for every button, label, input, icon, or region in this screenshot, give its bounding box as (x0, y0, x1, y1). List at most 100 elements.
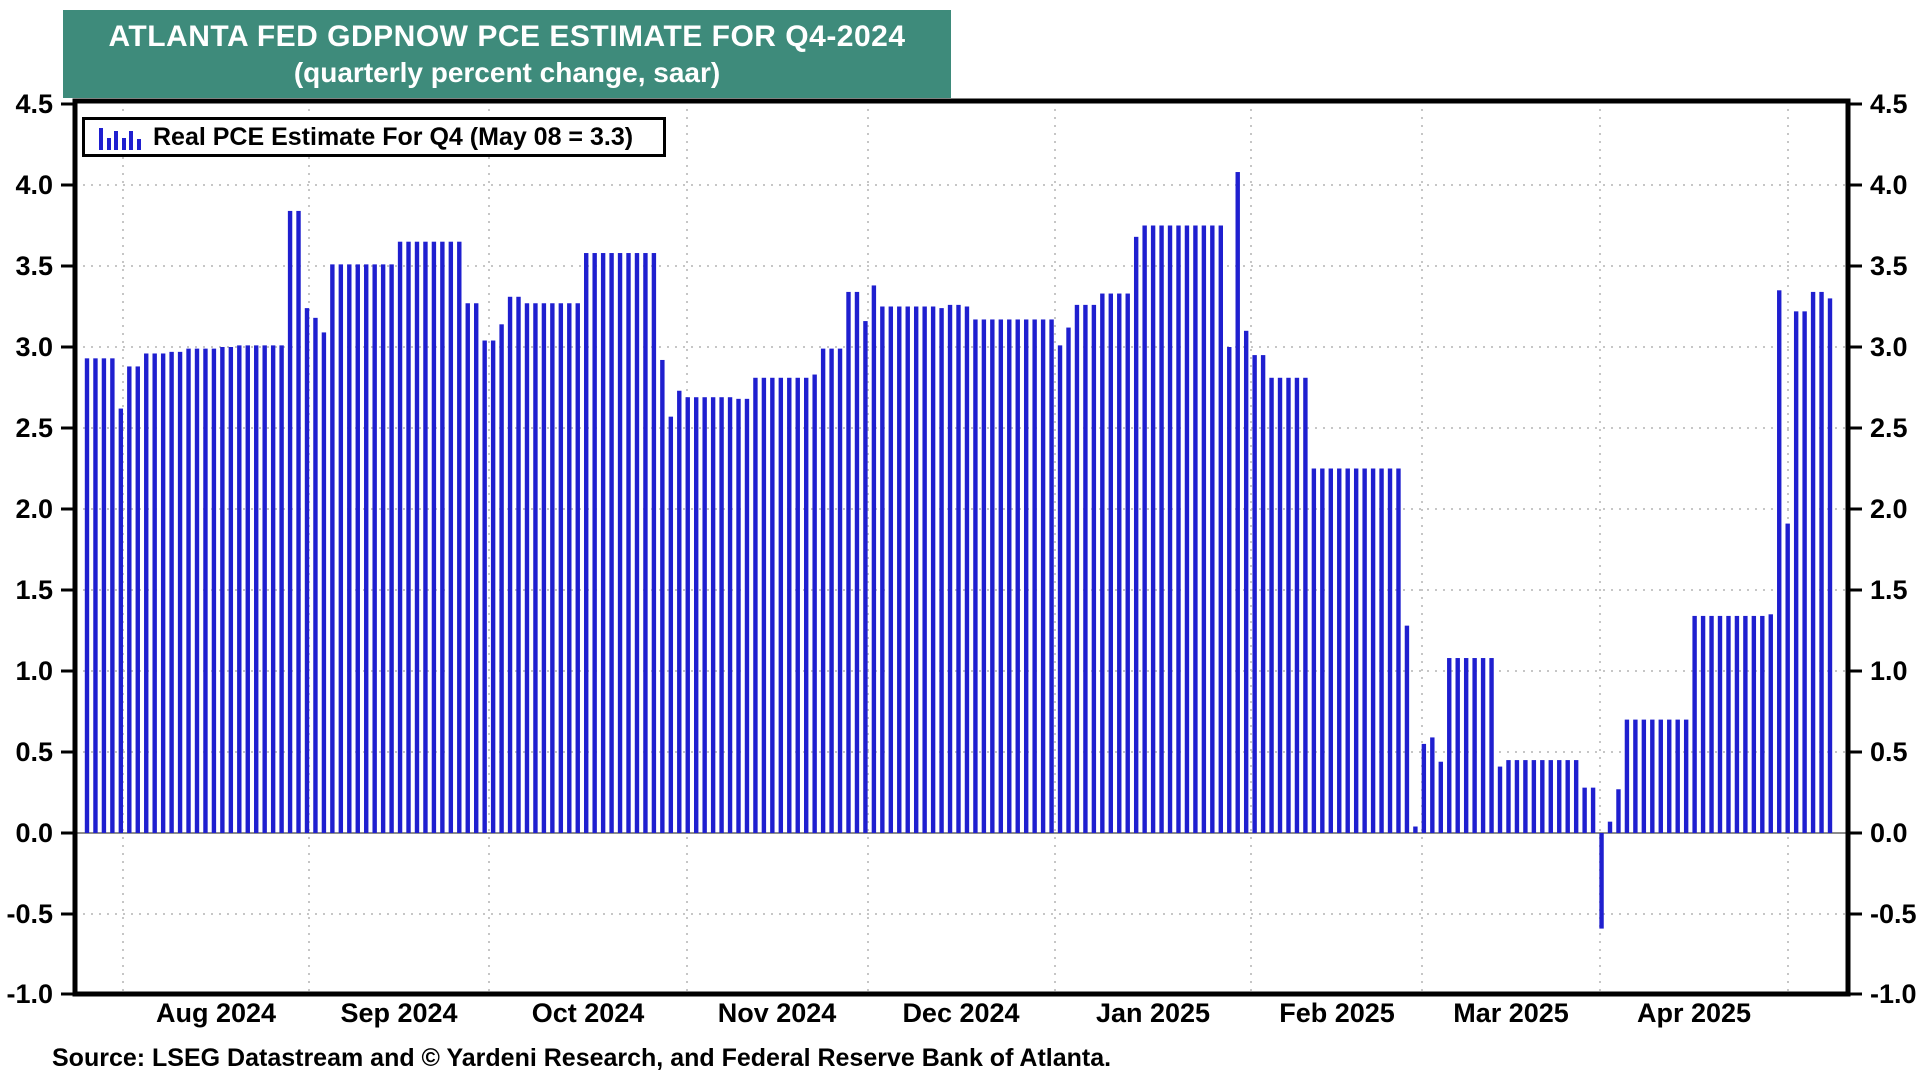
data-bar (956, 304, 961, 833)
data-bar (169, 351, 174, 833)
data-bar (431, 241, 437, 833)
data-bar (152, 353, 157, 833)
data-bar (778, 377, 784, 833)
x-tick-label: Nov 2024 (718, 998, 837, 1028)
data-bar (1463, 658, 1469, 833)
data-bar (482, 340, 487, 833)
data-bar (804, 377, 809, 833)
data-bar (406, 241, 411, 833)
data-bar (558, 303, 564, 833)
legend-icon-bar (137, 139, 141, 150)
data-bar (457, 241, 462, 833)
data-bar (1337, 468, 1342, 833)
data-bar (863, 321, 868, 833)
data-bar (1091, 304, 1097, 833)
data-bar (1379, 468, 1384, 833)
data-bar (787, 377, 792, 833)
data-bar (761, 377, 767, 833)
data-bar (355, 264, 360, 833)
data-bar (1438, 761, 1443, 833)
data-bar (389, 264, 394, 833)
data-bar (846, 291, 851, 833)
data-bar (1675, 719, 1680, 833)
data-bar (1032, 319, 1037, 834)
data-bar (1320, 468, 1325, 833)
data-bar (1819, 291, 1824, 833)
data-bar (1447, 658, 1452, 833)
legend-icon-bar (107, 138, 111, 150)
data-bar (1582, 787, 1587, 833)
data-bar (1683, 719, 1689, 833)
legend-icon-bar (99, 128, 103, 150)
data-bar (1421, 743, 1427, 833)
legend-icon-bar (122, 138, 126, 150)
data-bar (144, 353, 149, 833)
data-bar (93, 358, 98, 833)
y-tick-label-right: 3.0 (1870, 332, 1908, 362)
data-bar (795, 377, 800, 833)
data-bar (127, 366, 132, 833)
data-bar (1624, 719, 1630, 833)
data-bar (1133, 236, 1139, 834)
data-bar (364, 264, 369, 833)
data-bar (685, 397, 690, 833)
data-bar (1743, 615, 1748, 833)
data-bar (423, 241, 428, 833)
y-tick-label-left: 4.5 (15, 89, 53, 119)
data-bar (897, 306, 902, 833)
data-bar (1557, 760, 1562, 833)
data-bar (1201, 225, 1207, 833)
data-bar (1599, 833, 1604, 929)
data-bar (524, 303, 530, 833)
data-bar (1404, 625, 1410, 833)
data-bar (1590, 787, 1596, 833)
data-bar (1641, 719, 1647, 833)
data-bar (1650, 719, 1655, 833)
data-bar (1565, 760, 1570, 833)
y-tick-label-left: -0.5 (6, 899, 53, 929)
data-bar (1015, 319, 1020, 834)
data-bar (1117, 293, 1122, 833)
data-bar (1100, 293, 1105, 833)
data-bar (871, 285, 877, 833)
data-bar (1514, 760, 1520, 833)
data-bar (1176, 225, 1181, 833)
data-bar (888, 306, 894, 833)
data-bar (550, 303, 555, 833)
data-bar (1455, 658, 1460, 833)
data-bar (1396, 468, 1401, 833)
data-bar (397, 241, 403, 833)
data-bar (1049, 319, 1054, 834)
data-bar (1785, 523, 1790, 833)
chart-title: ATLANTA FED GDPNOW PCE ESTIMATE FOR Q4-2… (108, 19, 906, 53)
data-bar (990, 319, 995, 834)
data-bar (1286, 377, 1291, 833)
y-tick-label-left: 0.5 (15, 737, 53, 767)
data-bar (753, 377, 758, 833)
data-bar (1108, 293, 1113, 833)
data-bar (913, 306, 919, 833)
y-tick-label-right: 0.5 (1870, 737, 1908, 767)
data-bar (710, 397, 716, 833)
data-bar (1573, 760, 1579, 833)
data-bar (507, 296, 513, 833)
data-bar (1184, 225, 1190, 833)
data-bar (499, 324, 504, 833)
data-bar (1243, 330, 1249, 833)
data-bar (1472, 658, 1477, 833)
data-bar (228, 347, 234, 833)
data-bar (1252, 355, 1257, 833)
data-bar (1311, 468, 1317, 833)
data-bar (575, 303, 580, 833)
x-tick-label: Sep 2024 (340, 998, 457, 1028)
y-tick-label-right: 2.5 (1870, 413, 1908, 443)
data-bar (1734, 615, 1740, 833)
data-bar (194, 348, 200, 833)
data-bar (1083, 304, 1088, 833)
data-bar (1269, 377, 1274, 833)
y-tick-label-left: 1.0 (15, 656, 53, 686)
data-bar (1023, 319, 1029, 834)
data-bar (626, 253, 631, 834)
data-bar (634, 253, 640, 834)
